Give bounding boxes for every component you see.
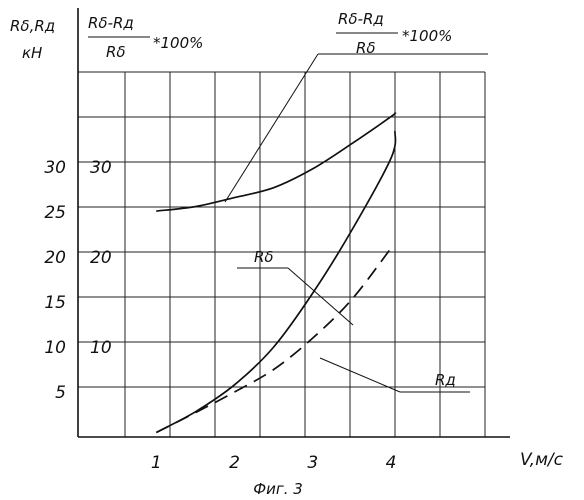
rb-label-group: Rδ — [237, 248, 353, 325]
x-tick-label: 4 — [386, 453, 397, 473]
top-label-numerator: Rδ-Rд — [338, 10, 384, 28]
right-tick-label: 20 — [90, 248, 112, 268]
series-rd — [156, 248, 391, 433]
x-axis-label: V,м/с — [520, 450, 564, 470]
right-tick-label: 10 — [90, 338, 112, 358]
x-tick-label: 3 — [307, 453, 318, 473]
right-tick-label: 30 — [90, 158, 112, 178]
left-tick-label: 30 — [44, 158, 66, 178]
top-label-leader — [225, 54, 318, 202]
figure-caption: Фиг. 3 — [253, 480, 303, 498]
right-axis-ticks: 10 20 30 — [90, 158, 112, 358]
rb-label: Rδ — [254, 248, 274, 266]
left-axis-ticks: 5 10 15 20 25 30 — [44, 158, 66, 403]
x-axis-ticks: 1 2 3 4 — [151, 453, 397, 473]
series-layer — [156, 113, 395, 433]
y-axis-unit: кН — [22, 44, 42, 62]
left-tick-label: 5 — [55, 383, 66, 403]
top-curve-label: Rδ-Rд Rδ *100% — [225, 10, 488, 202]
left-tick-label: 10 — [44, 338, 66, 358]
grid — [78, 72, 485, 437]
right-axis-label-numerator: Rδ-Rд — [88, 14, 134, 32]
right-axis-label-denominator: Rδ — [106, 43, 126, 61]
left-tick-label: 15 — [44, 293, 66, 313]
left-tick-label: 25 — [44, 203, 66, 223]
x-tick-label: 2 — [229, 453, 240, 473]
x-tick-label: 1 — [151, 453, 162, 473]
right-axis-label: Rδ-Rд Rδ *100% — [88, 14, 203, 61]
y-axis-label: Rδ,Rд — [10, 17, 55, 35]
left-tick-label: 20 — [44, 248, 66, 268]
top-label-suffix: *100% — [402, 27, 452, 45]
rd-label: Rд — [435, 371, 456, 389]
right-axis-label-suffix: *100% — [153, 34, 203, 52]
